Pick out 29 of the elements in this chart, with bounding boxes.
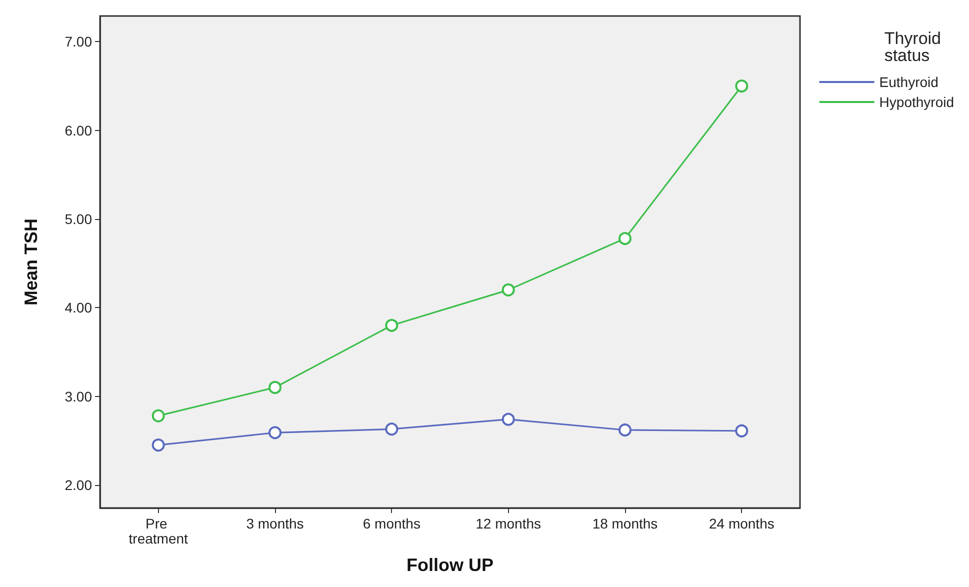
point	[735, 424, 748, 438]
x-tick-label: 24 months	[708, 516, 774, 532]
x-tick-label: 3 months	[246, 516, 304, 532]
point	[502, 412, 515, 426]
x-tick-label: 12 months	[476, 516, 542, 532]
y-tick-label: 5.00	[64, 211, 92, 228]
point	[152, 438, 165, 452]
y-tick-label: 4.00	[64, 300, 92, 316]
point	[385, 318, 398, 332]
y-tick-label: 2.00	[64, 476, 92, 493]
legend-label: Hypothyroid	[879, 94, 954, 110]
legend-label: Euthyroid	[879, 74, 938, 90]
legend-title: Thyroid status	[884, 29, 941, 65]
y-tick-label: 6.00	[64, 122, 92, 138]
x-axis-title: Follow UP	[406, 555, 494, 575]
point	[618, 423, 632, 436]
y-tick-label: 7.00	[64, 34, 92, 50]
point	[268, 426, 282, 440]
x-tick-label: 6 months	[362, 516, 420, 532]
point	[618, 232, 632, 246]
x-tick-label: Pre treatment	[128, 516, 188, 546]
point	[152, 409, 165, 422]
y-axis-title: Mean TSH	[21, 218, 41, 306]
point	[385, 422, 398, 436]
point	[268, 380, 282, 394]
point	[502, 283, 515, 296]
x-tick-label: 18 months	[592, 516, 658, 532]
y-tick-label: 3.00	[64, 388, 92, 404]
point	[735, 80, 748, 93]
